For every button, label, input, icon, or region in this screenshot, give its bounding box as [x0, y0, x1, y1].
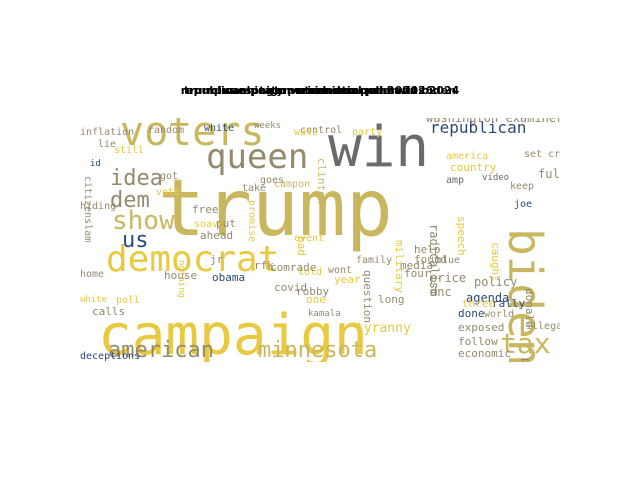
cloud-word: question [361, 270, 374, 323]
cloud-word: one [306, 293, 326, 306]
cloud-word: family [356, 255, 393, 266]
cloud-word: voters [120, 118, 265, 155]
cloud-word: dem [110, 188, 150, 213]
cloud-word: tax [500, 327, 551, 360]
cloud-word: house [164, 269, 198, 282]
cloud-word: party [352, 127, 383, 138]
cloud-word: price [430, 271, 467, 285]
cloud-word: minnesota [258, 338, 378, 362]
cloud-word: told [298, 267, 323, 278]
cloud-word: world [484, 309, 515, 320]
cloud-word: democrat [106, 239, 280, 280]
word-cloud: trump campaign democrat win voters biden queen… [80, 118, 560, 362]
cloud-word: military [393, 240, 406, 293]
cloud-word: republican [430, 118, 527, 137]
cloud-word: put [216, 217, 236, 230]
cloud-word: show [112, 206, 175, 236]
cloud-word: rfk [254, 259, 274, 272]
cloud-word: follow [458, 335, 498, 348]
cloud-word: soave [194, 219, 225, 230]
cloud-word: long [378, 293, 405, 306]
cloud-word: american [108, 338, 214, 362]
cloud-word: illegal [526, 321, 560, 332]
cloud-word: white [80, 295, 108, 305]
cloud-word: free [192, 203, 219, 216]
cloud-word: nothing [176, 260, 186, 298]
cloud-word: tyranny [356, 321, 411, 336]
cloud-word: queen [206, 137, 309, 177]
cloud-word: agenda [466, 291, 510, 305]
cloud-word: kamala [308, 309, 341, 319]
cloud-word: us [122, 228, 149, 253]
cloud-word: citizenslam [82, 176, 93, 243]
cloud-word: three [462, 297, 496, 310]
cloud-word: keep [510, 181, 535, 192]
cloud-word: blue [436, 255, 461, 266]
cloud-word: got [160, 171, 179, 182]
cloud-word: wont [328, 265, 353, 276]
cloud-word: country [450, 161, 497, 174]
cloud-word: deceptions [80, 351, 141, 362]
cloud-word: rally [492, 297, 526, 310]
cloud-word: speech [455, 216, 468, 256]
cloud-word: goes [260, 175, 285, 186]
cloud-word: done [458, 307, 485, 320]
cloud-word: robby [296, 285, 330, 298]
cloud-word: found [414, 253, 448, 266]
cloud-word: clinton [315, 158, 328, 205]
cloud-word: event [294, 233, 325, 244]
overlapping-title-stack: republican party presidential primaries … [0, 84, 640, 100]
cloud-word: covid [274, 281, 308, 294]
cloud-word: exposed [458, 321, 505, 334]
cloud-word: jr [210, 253, 224, 266]
title-line: republican party presidential primaries … [180, 84, 460, 97]
cloud-word: poll [116, 295, 141, 306]
cloud-word: comrade [270, 261, 317, 274]
title-line: trump campaign voters democrat win biden [183, 84, 457, 97]
cloud-word: id [90, 159, 101, 169]
cloud-word: america [446, 151, 489, 162]
cloud-word: caught [489, 242, 502, 282]
title-line: washington examiner poll 2024 [222, 84, 418, 97]
cloud-word: video [482, 173, 510, 183]
cloud-word: random [148, 125, 185, 136]
cloud-word: help [414, 243, 441, 256]
cloud-word: economic [458, 347, 511, 360]
cloud-word: campaign [98, 303, 368, 363]
cloud-word: president [520, 358, 531, 362]
title-line: minnesota american tax queen 2026 [206, 84, 434, 97]
cloud-word: set credit [524, 149, 560, 160]
cloud-word: campon [274, 179, 311, 190]
cloud-word: lie [98, 139, 117, 150]
cloud-word: inflation [80, 127, 135, 138]
cloud-word: ahead [200, 229, 234, 242]
cloud-word: year [334, 273, 361, 286]
cloud-word: promise [246, 200, 257, 243]
cloud-word: weeks [254, 121, 282, 131]
cloud-word: white [204, 123, 235, 134]
cloud-word: amp [446, 175, 465, 186]
cloud-word: four [404, 267, 431, 280]
cloud-word: home [80, 269, 105, 280]
cloud-word: media [400, 259, 434, 272]
cloud-word: calls [92, 305, 126, 318]
cloud-word: control [300, 125, 343, 136]
cloud-word: obama [212, 271, 246, 284]
cloud-word: hiding [80, 201, 117, 212]
cloud-word: trump [158, 164, 393, 254]
cloud-word: vote [156, 187, 181, 198]
cloud-word: washington examiner [426, 118, 560, 125]
cloud-word: walz [294, 127, 319, 138]
cloud-word: still [114, 145, 145, 156]
cloud-word: dnc [430, 285, 452, 299]
cloud-word: policy [474, 275, 518, 289]
cloud-word: full [538, 167, 560, 181]
cloud-word: joe [514, 199, 533, 210]
cloud-word: take [242, 183, 267, 194]
cloud-word: win [328, 118, 430, 180]
cloud-word: idea [110, 166, 163, 191]
